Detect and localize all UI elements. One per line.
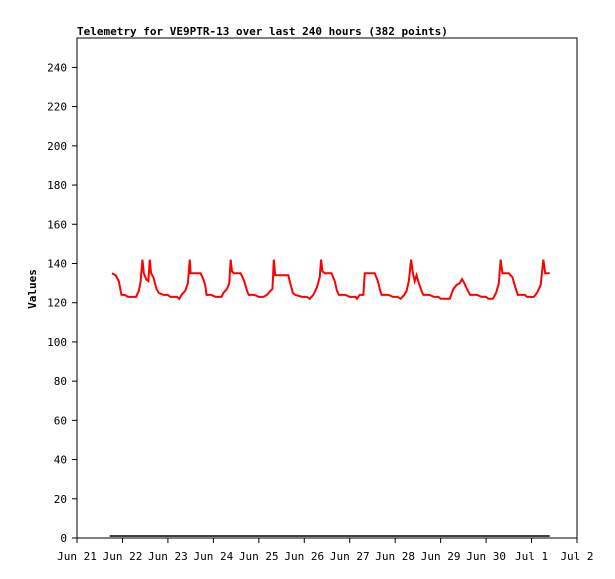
x-tick-label: Jun 29: [421, 550, 461, 563]
x-tick-label: Jul 2: [560, 550, 593, 563]
y-tick-label: 40: [54, 454, 67, 467]
y-axis: 0 20 40 60 80 100 120 140 160 180 200 220 240: [47, 61, 77, 545]
y-axis-label: Values: [26, 269, 39, 309]
x-axis: Jun 21 Jun 22 Jun 23 Jun 24 Jun 25 Jun 26 Jun …: [57, 538, 594, 563]
x-tick-label: Jun 22: [103, 550, 143, 563]
y-tick-label: 120: [47, 297, 67, 310]
y-tick-label: 20: [54, 493, 67, 506]
y-tick-label: 100: [47, 336, 67, 349]
y-tick-label: 180: [47, 179, 67, 192]
y-tick-label: 60: [54, 414, 67, 427]
y-tick-label: 200: [47, 140, 67, 153]
y-tick-label: 240: [47, 61, 67, 74]
x-tick-label: Jun 28: [375, 550, 415, 563]
y-tick-label: 220: [47, 101, 67, 114]
x-tick-label: Jun 30: [466, 550, 506, 563]
x-tick-label: Jul 1: [515, 550, 548, 563]
x-tick-label: Jun 23: [148, 550, 188, 563]
plot-area-frame: [76, 37, 578, 539]
x-tick-label: Jun 27: [330, 550, 370, 563]
series-line-0: [111, 259, 550, 301]
x-tick-label: Jun 26: [284, 550, 324, 563]
y-tick-label: 160: [47, 218, 67, 231]
y-tick-label: 140: [47, 257, 67, 270]
chart-title: Telemetry for VE9PTR-13 over last 240 ho…: [77, 25, 448, 38]
x-tick-label: Jun 24: [193, 550, 233, 563]
series-layer: [109, 259, 550, 537]
x-tick-label: Jun 25: [239, 550, 279, 563]
y-tick-label: 80: [54, 375, 67, 388]
y-tick-label: 0: [60, 532, 67, 545]
x-tick-label: Jun 21: [57, 550, 97, 563]
